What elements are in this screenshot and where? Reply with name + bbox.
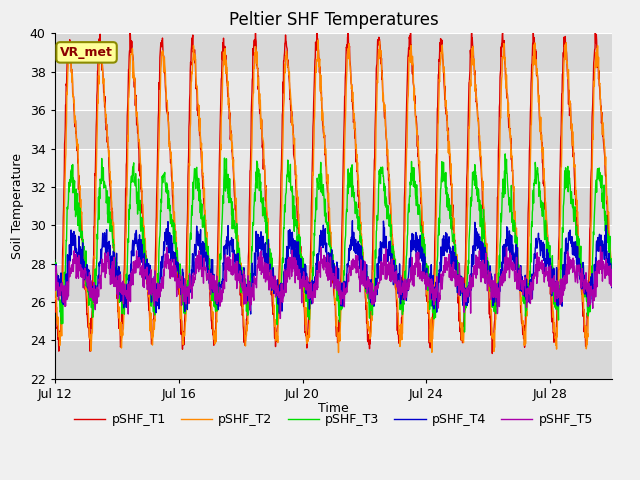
pSHF_T3 — [461, 329, 468, 335]
pSHF_T2 — [299, 280, 307, 286]
pSHF_T4 — [51, 262, 58, 268]
pSHF_T3 — [410, 166, 417, 172]
pSHF_T1 — [51, 280, 58, 286]
pSHF_T3 — [290, 216, 298, 221]
pSHF_T1 — [532, 49, 540, 55]
Y-axis label: Soil Temperature: Soil Temperature — [11, 153, 24, 259]
pSHF_T2 — [84, 296, 92, 302]
Bar — [54, 302, 612, 340]
Legend: pSHF_T1, pSHF_T2, pSHF_T3, pSHF_T4, pSHF_T5: pSHF_T1, pSHF_T2, pSHF_T3, pSHF_T4, pSHF… — [69, 408, 598, 431]
Bar — [54, 110, 612, 148]
pSHF_T4 — [348, 243, 356, 249]
Line: pSHF_T5: pSHF_T5 — [54, 247, 612, 318]
Bar — [54, 225, 612, 264]
pSHF_T3 — [501, 151, 509, 157]
Line: pSHF_T1: pSHF_T1 — [54, 27, 612, 353]
pSHF_T5 — [348, 258, 356, 264]
Title: Peltier SHF Temperatures: Peltier SHF Temperatures — [228, 11, 438, 29]
pSHF_T5 — [300, 280, 307, 286]
pSHF_T1 — [468, 24, 476, 30]
pSHF_T4 — [410, 243, 418, 249]
pSHF_T3 — [84, 278, 92, 284]
pSHF_T4 — [84, 285, 92, 291]
pSHF_T1 — [290, 153, 298, 159]
pSHF_T4 — [532, 236, 540, 241]
Bar — [54, 340, 612, 379]
pSHF_T1 — [410, 79, 417, 85]
pSHF_T5 — [609, 281, 616, 287]
Bar — [54, 72, 612, 110]
pSHF_T5 — [410, 269, 417, 275]
Bar — [54, 148, 612, 187]
pSHF_T1 — [84, 316, 92, 322]
pSHF_T3 — [532, 181, 540, 187]
pSHF_T2 — [609, 261, 616, 266]
pSHF_T5 — [291, 257, 298, 263]
pSHF_T5 — [84, 283, 92, 288]
Line: pSHF_T3: pSHF_T3 — [54, 154, 612, 332]
Text: VR_met: VR_met — [60, 46, 113, 59]
pSHF_T1 — [609, 278, 616, 284]
Bar — [54, 34, 612, 72]
Line: pSHF_T2: pSHF_T2 — [54, 40, 612, 352]
pSHF_T1 — [299, 279, 307, 285]
Bar — [54, 187, 612, 225]
pSHF_T4 — [247, 311, 255, 317]
pSHF_T5 — [51, 282, 58, 288]
pSHF_T5 — [596, 244, 604, 250]
pSHF_T3 — [609, 263, 616, 268]
pSHF_T2 — [335, 349, 342, 355]
pSHF_T3 — [348, 169, 355, 175]
pSHF_T4 — [609, 260, 616, 265]
pSHF_T4 — [300, 268, 307, 274]
pSHF_T5 — [276, 315, 284, 321]
Bar — [54, 264, 612, 302]
pSHF_T2 — [348, 83, 356, 89]
pSHF_T2 — [410, 82, 418, 88]
Line: pSHF_T4: pSHF_T4 — [54, 221, 612, 314]
pSHF_T2 — [314, 37, 322, 43]
pSHF_T1 — [488, 350, 496, 356]
pSHF_T4 — [291, 240, 298, 245]
pSHF_T2 — [290, 141, 298, 147]
pSHF_T2 — [51, 270, 58, 276]
pSHF_T3 — [51, 257, 58, 263]
X-axis label: Time: Time — [318, 402, 349, 415]
pSHF_T2 — [532, 57, 540, 63]
pSHF_T4 — [349, 218, 356, 224]
pSHF_T1 — [348, 82, 355, 87]
pSHF_T5 — [532, 264, 540, 270]
pSHF_T3 — [299, 264, 307, 270]
